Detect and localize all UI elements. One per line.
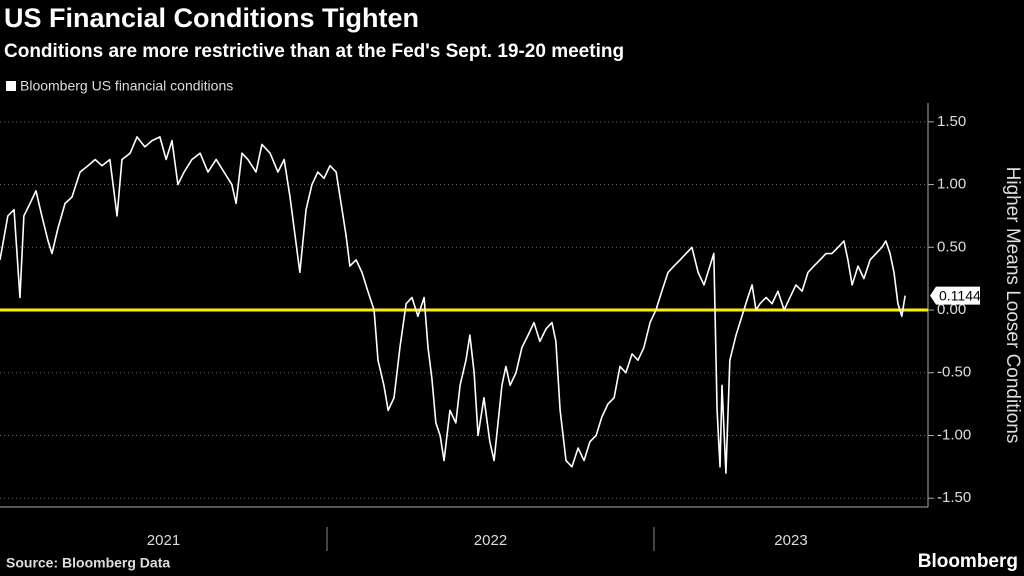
chart-subtitle: Conditions are more restrictive than at …	[4, 41, 624, 62]
y-tick-label: -0.50	[937, 364, 971, 381]
x-tick-label: 2023	[774, 532, 807, 549]
y-tick-label: 0.00	[937, 301, 966, 318]
y-axis-label: Higher Means Looser Conditions	[1002, 167, 1023, 444]
y-tick-label: -1.00	[937, 426, 971, 443]
value-label: 0.1144	[939, 287, 981, 303]
chart-title: US Financial Conditions Tighten	[4, 3, 419, 33]
legend-swatch	[6, 81, 16, 91]
legend-label: Bloomberg US financial conditions	[20, 78, 233, 94]
y-tick-label: 1.00	[937, 176, 966, 193]
source: Source: Bloomberg Data	[6, 555, 170, 571]
y-tick-label: 1.50	[937, 113, 966, 130]
brand: Bloomberg	[918, 551, 1018, 572]
y-tick-label: -1.50	[937, 489, 971, 506]
x-tick-label: 2022	[474, 532, 507, 549]
line-series	[0, 136, 906, 474]
x-tick-label: 2021	[147, 532, 180, 549]
y-tick-label: 0.50	[937, 238, 966, 255]
value-label-box	[930, 286, 980, 305]
